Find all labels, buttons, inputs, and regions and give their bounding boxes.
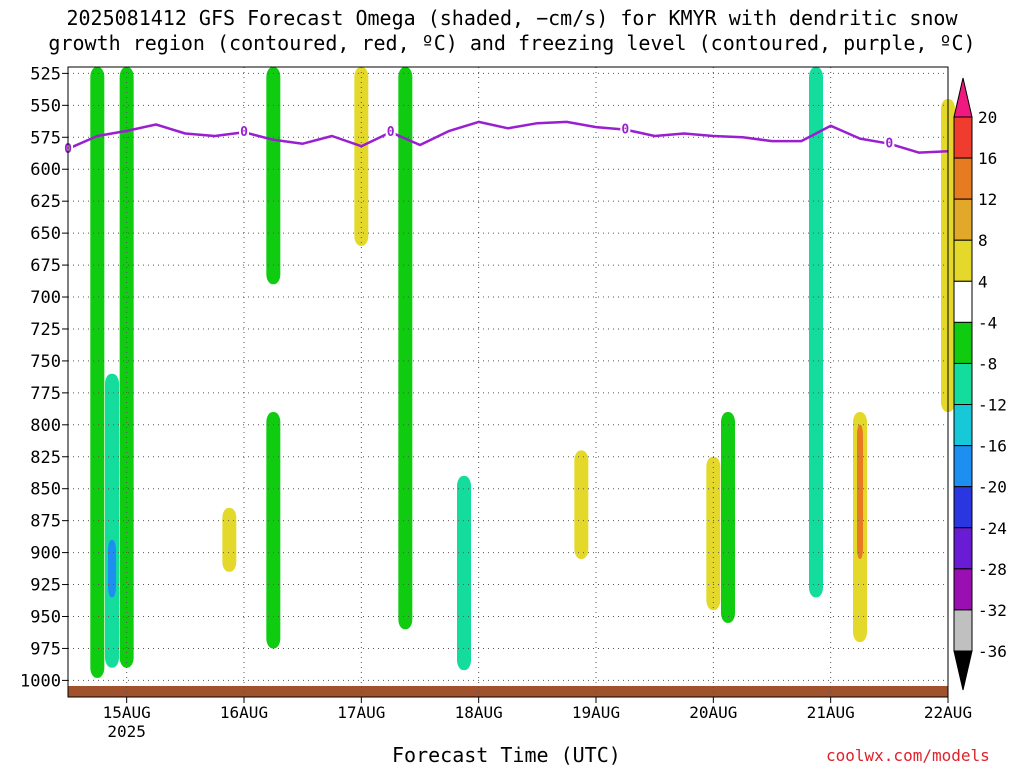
y-tick-label: 550 (30, 96, 61, 116)
plot-frame (67, 66, 949, 698)
colorbar-label: -16 (978, 437, 1007, 456)
contour-label-bg (385, 124, 396, 139)
colorbar-cell (953, 239, 973, 282)
colorbar: 20 16 12 8 4 -4 -8 -12 -16 -20 -24 -28 -32 -36 (953, 77, 1007, 691)
y-axis: 525 550 575 600 625 650 675 700 725 750 775 800 825 8… (20, 64, 68, 691)
colorbar-cell (953, 280, 973, 323)
ground-layer (68, 686, 948, 697)
omega-region-10 (574, 450, 589, 559)
omega-region-7 (354, 67, 369, 246)
x-tick-label: 15AUG (103, 703, 151, 722)
y-tick-label: 700 (30, 288, 61, 308)
colorbar-cell (953, 609, 973, 652)
x-tick-label: 21AUG (807, 703, 855, 722)
y-tick-label: 875 (30, 512, 61, 532)
contour-label: 0 (240, 125, 248, 140)
omega-region-0 (90, 67, 105, 678)
colorbar-cell (953, 157, 973, 200)
colorbar-cell (953, 116, 973, 159)
y-tick-label: 525 (30, 64, 61, 84)
y-tick-label: 975 (30, 639, 61, 659)
x-axis: 15AUG 16AUG 17AUG 18AUG 19AUG 20AUG 21AUG 22AUG… (103, 697, 972, 741)
colorbar-label: -36 (978, 642, 1007, 661)
y-tick-label: 825 (30, 448, 61, 468)
x-tick-label: 20AUG (689, 703, 737, 722)
contour-label-bg (884, 135, 895, 150)
omega-region-1 (105, 373, 119, 668)
omega-region-4 (222, 507, 237, 572)
source-credit: coolwx.com/models (826, 746, 990, 765)
omega-region-15 (857, 424, 863, 559)
contour-label: 0 (621, 123, 629, 138)
y-tick-label: 650 (30, 224, 61, 244)
title-line-2: growth region (contoured, red, ºC) and f… (48, 31, 976, 55)
colorbar-label: -4 (978, 313, 997, 332)
grid-lines (68, 67, 949, 697)
omega-region-12 (721, 412, 735, 623)
colorbar-cell (953, 445, 973, 488)
y-tick-label: 900 (30, 544, 61, 564)
omega-region-5 (266, 67, 281, 285)
colorbar-cell (953, 527, 973, 570)
plot-area (68, 67, 948, 697)
y-tick-label: 625 (30, 192, 61, 212)
x-tick-label: 18AUG (455, 703, 503, 722)
x-tick-label: 19AUG (572, 703, 620, 722)
ground-fill (68, 686, 948, 697)
omega-region-2 (108, 539, 116, 598)
x-tick-label: 22AUG (924, 703, 972, 722)
colorbar-cell (953, 321, 973, 364)
x-axis-title: Forecast Time (UTC) (392, 743, 621, 767)
y-tick-label: 1000 (20, 671, 61, 691)
contour-label-bg (620, 121, 631, 136)
y-tick-label: 850 (30, 480, 61, 500)
y-tick-label: 950 (30, 607, 61, 627)
colorbar-cell (953, 362, 973, 406)
y-tick-label: 675 (30, 256, 61, 276)
colorbar-cell (953, 198, 973, 241)
colorbar-label: -24 (978, 519, 1007, 538)
colorbar-label: -28 (978, 560, 1007, 579)
y-tick-label: 800 (30, 416, 61, 436)
title-line-1: 2025081412 GFS Forecast Omega (shaded, −… (66, 6, 958, 30)
colorbar-cell (953, 486, 973, 529)
y-tick-label: 925 (30, 576, 61, 596)
colorbar-label: 4 (978, 272, 988, 291)
colorbar-label: -8 (978, 354, 997, 373)
contour-label-bg (239, 124, 249, 139)
chart-title: 2025081412 GFS Forecast Omega (shaded, −… (0, 6, 1024, 56)
omega-region-6 (266, 412, 281, 649)
x-tick-label: 17AUG (337, 703, 385, 722)
omega-region-13 (809, 67, 823, 598)
y-tick-label: 600 (30, 160, 61, 180)
colorbar-cap-top (953, 77, 973, 118)
omega-region-9 (457, 475, 471, 671)
colorbar-label: 8 (978, 231, 988, 250)
colorbar-label: 12 (978, 190, 997, 209)
x-tick-year: 2025 (107, 722, 146, 741)
colorbar-label: -12 (978, 396, 1007, 415)
colorbar-label: 16 (978, 149, 997, 168)
colorbar-label: -32 (978, 601, 1007, 620)
colorbar-cell (953, 404, 973, 447)
contour-label: 0 (387, 125, 395, 140)
x-tick-label: 16AUG (220, 703, 268, 722)
y-tick-label: 725 (30, 320, 61, 340)
colorbar-cap-bottom (953, 650, 973, 691)
colorbar-label: -20 (978, 478, 1007, 497)
y-tick-label: 575 (30, 128, 61, 148)
y-tick-label: 775 (30, 384, 61, 404)
freezing-level-line (67, 120, 949, 154)
colorbar-label: 20 (978, 108, 997, 127)
y-tick-label: 750 (30, 352, 61, 372)
omega-region-8 (398, 67, 413, 630)
omega-region-11 (706, 456, 721, 611)
colorbar-cell (953, 568, 973, 611)
contour-label: 0 (885, 137, 893, 152)
